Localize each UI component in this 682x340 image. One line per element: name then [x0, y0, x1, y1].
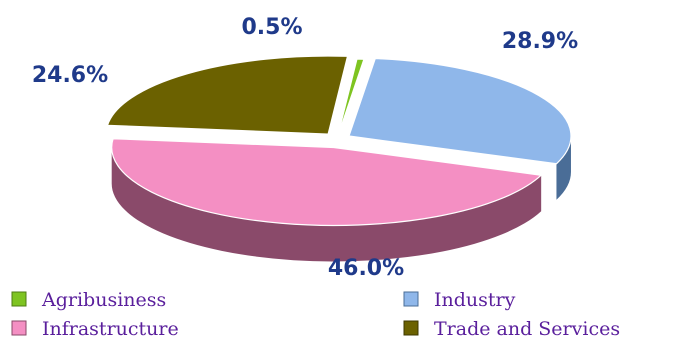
pie-top-faces: [106, 55, 572, 227]
legend-swatch-infrastructure: [11, 320, 27, 336]
pie-slice-trade-and-services: [106, 55, 349, 135]
legend-label-agribusiness: Agribusiness: [41, 289, 166, 311]
pie-side-industry: [556, 136, 571, 200]
pie-side-walls: [111, 136, 571, 262]
legend-label-industry: Industry: [434, 289, 516, 311]
data-label-infrastructure: 46.0%: [328, 256, 404, 281]
pie-slice-infrastructure: [111, 138, 543, 227]
data-label-trade-and-services: 24.6%: [32, 63, 108, 88]
legend-item-infrastructure: Infrastructure: [11, 318, 179, 340]
legend: Agribusiness Industry Infrastructure Tra…: [11, 289, 620, 340]
pie-side-infrastructure: [111, 147, 542, 262]
pie-slice-industry: [348, 57, 572, 165]
legend-swatch-trade-and-services: [403, 320, 419, 336]
legend-item-trade-and-services: Trade and Services: [403, 318, 620, 340]
legend-item-agribusiness: Agribusiness: [11, 289, 166, 311]
data-label-industry: 28.9%: [502, 29, 578, 54]
legend-label-trade-and-services: Trade and Services: [434, 318, 620, 340]
pie-slice-agribusiness: [337, 58, 365, 137]
legend-label-infrastructure: Infrastructure: [42, 318, 179, 340]
legend-swatch-agribusiness: [11, 291, 27, 307]
legend-item-industry: Industry: [403, 289, 516, 311]
legend-swatch-industry: [403, 291, 419, 307]
data-label-agribusiness: 0.5%: [241, 15, 302, 40]
